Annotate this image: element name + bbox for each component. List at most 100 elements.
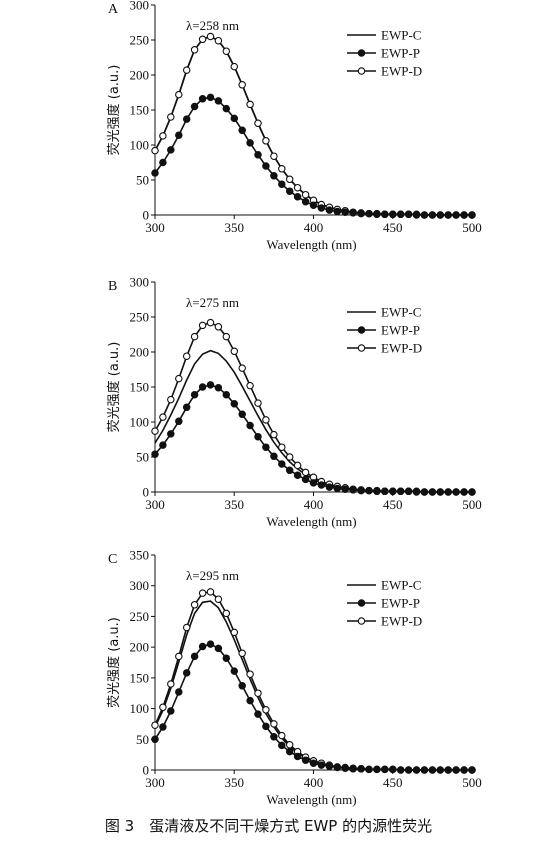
data-point-EWP-P xyxy=(436,766,445,774)
x-axis-title: Wavelength (nm) xyxy=(266,514,356,529)
data-point-EWP-P xyxy=(167,146,175,154)
series-line-EWP-D xyxy=(154,321,472,493)
data-point-EWP-P xyxy=(468,488,476,496)
data-point-EWP-P xyxy=(285,466,294,475)
data-point-EWP-D xyxy=(182,66,191,74)
data-point-EWP-P xyxy=(206,93,215,102)
x-tick-label: 450 xyxy=(383,220,403,235)
data-point-EWP-P xyxy=(190,652,199,661)
data-point-EWP-P xyxy=(293,471,302,479)
data-point-EWP-P xyxy=(468,766,476,774)
data-point-EWP-P xyxy=(278,460,286,468)
data-point-EWP-D xyxy=(222,609,231,618)
data-point-EWP-P xyxy=(349,486,357,494)
y-axis-title: 荧光强度 (a.u.) xyxy=(106,65,122,156)
panel-label: C xyxy=(108,552,117,567)
data-point-EWP-D xyxy=(230,62,239,71)
data-point-EWP-D xyxy=(285,453,294,461)
y-tick-label: 0 xyxy=(143,485,150,500)
x-tick-label: 400 xyxy=(304,220,324,235)
data-point-EWP-P xyxy=(159,158,167,167)
data-point-EWP-D xyxy=(270,720,278,728)
y-tick-label: 50 xyxy=(136,450,149,465)
x-axis-title: Wavelength (nm) xyxy=(266,792,356,807)
series-line-EWP-D xyxy=(154,35,472,216)
data-point-EWP-D xyxy=(262,137,270,145)
data-point-EWP-D xyxy=(270,430,278,439)
data-point-EWP-P xyxy=(198,95,207,103)
y-tick-label: 150 xyxy=(130,380,150,395)
data-point-EWP-D xyxy=(206,588,215,596)
data-point-EWP-D xyxy=(238,81,246,89)
data-point-EWP-P xyxy=(428,211,437,219)
data-point-EWP-P xyxy=(301,197,310,206)
data-point-EWP-P xyxy=(182,115,191,123)
data-point-EWP-P xyxy=(428,766,437,774)
y-tick-label: 50 xyxy=(136,173,149,188)
data-point-EWP-D xyxy=(159,703,167,712)
y-tick-label: 250 xyxy=(130,33,150,48)
data-point-EWP-P xyxy=(389,765,397,774)
data-point-EWP-P xyxy=(190,102,199,111)
wavelength-annotation: λ=295 nm xyxy=(186,568,239,583)
data-point-EWP-D xyxy=(278,731,286,740)
data-point-EWP-P xyxy=(317,481,326,489)
legend-marker xyxy=(357,617,366,625)
data-point-EWP-P xyxy=(325,206,334,214)
data-point-EWP-P xyxy=(270,733,278,741)
data-point-EWP-P xyxy=(214,97,223,105)
data-point-EWP-P xyxy=(175,131,183,139)
data-point-EWP-P xyxy=(404,487,413,496)
legend-entry: EWP-P xyxy=(381,46,420,61)
data-point-EWP-P xyxy=(404,210,413,219)
legend-entry: EWP-D xyxy=(381,614,422,629)
data-point-EWP-P xyxy=(341,485,349,493)
data-point-EWP-P xyxy=(222,104,231,113)
data-point-EWP-D xyxy=(254,119,262,128)
data-point-EWP-D xyxy=(159,132,167,140)
data-point-EWP-D xyxy=(167,680,175,688)
data-point-EWP-P xyxy=(293,193,302,201)
data-point-EWP-P xyxy=(460,488,468,496)
data-point-EWP-P xyxy=(436,488,445,496)
data-point-EWP-P xyxy=(365,209,373,218)
data-point-EWP-P xyxy=(167,707,175,715)
data-point-EWP-P xyxy=(341,764,349,772)
data-point-EWP-P xyxy=(198,642,207,651)
data-point-EWP-P xyxy=(341,208,349,216)
data-point-EWP-D xyxy=(198,321,207,330)
data-point-EWP-P xyxy=(444,488,452,496)
data-point-EWP-P xyxy=(452,488,460,496)
legend-marker xyxy=(357,344,366,352)
x-tick-label: 500 xyxy=(462,220,482,235)
data-point-EWP-P xyxy=(420,211,429,219)
data-point-EWP-P xyxy=(365,765,373,774)
x-tick-label: 350 xyxy=(225,220,245,235)
data-point-EWP-P xyxy=(270,452,278,461)
data-point-EWP-D xyxy=(278,165,286,173)
data-point-EWP-P xyxy=(381,765,389,774)
data-point-EWP-D xyxy=(151,721,159,729)
data-point-EWP-P xyxy=(436,211,445,219)
legend-marker xyxy=(357,49,366,57)
data-point-EWP-P xyxy=(214,644,223,653)
x-tick-label: 300 xyxy=(145,497,165,512)
data-point-EWP-P xyxy=(381,210,389,219)
data-point-EWP-D xyxy=(230,347,239,356)
data-point-EWP-P xyxy=(373,765,381,774)
data-point-EWP-P xyxy=(412,211,421,219)
data-point-EWP-P xyxy=(333,207,342,216)
y-axis-title: 荧光强度 (a.u.) xyxy=(106,617,122,708)
data-point-EWP-P xyxy=(333,763,342,772)
legend-marker xyxy=(357,599,366,607)
chart-panel-C: 0 50 100 150 200 250 300 350 300 350 400 450 500 Wave… xyxy=(106,548,482,808)
data-point-EWP-P xyxy=(460,766,468,774)
data-point-EWP-P xyxy=(420,488,429,496)
y-tick-label: 200 xyxy=(130,68,150,83)
y-tick-label: 300 xyxy=(130,275,150,290)
figure-caption: 图 3 蛋清液及不同干燥方式 EWP 的内源性荧光 xyxy=(104,817,433,835)
data-point-EWP-P xyxy=(230,667,239,675)
data-point-EWP-D xyxy=(254,399,262,407)
legend-entry: EWP-D xyxy=(381,341,422,356)
